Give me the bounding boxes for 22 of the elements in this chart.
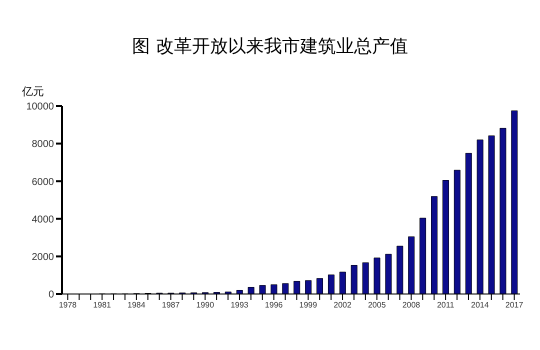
x-tick-label: 1984 — [128, 300, 146, 310]
chart-title: 图 改革开放以来我市建筑业总产值 — [131, 35, 409, 58]
x-tick-label: 1987 — [162, 300, 180, 310]
x-tick-label: 2008 — [402, 300, 421, 310]
y-tick-label: 8000 — [32, 139, 54, 150]
x-tick-label: 1999 — [299, 300, 318, 310]
x-tick-label: 1981 — [93, 300, 112, 310]
x-tick-label: 2002 — [334, 300, 352, 310]
y-tick-label: 6000 — [32, 176, 54, 188]
x-tick-label: 1993 — [230, 300, 249, 310]
x-tick-label: 2011 — [436, 300, 455, 310]
y-axis-title: 亿元 — [22, 84, 44, 99]
x-tick-label: 2005 — [368, 300, 386, 310]
x-tick-label: 1978 — [58, 300, 78, 310]
x-tick-label: 1990 — [196, 300, 215, 310]
y-tick-label: 0 — [48, 290, 54, 301]
x-tick-label: 2017 — [505, 300, 524, 310]
y-tick-label: 4000 — [32, 214, 54, 226]
y-tick-label: 10000 — [26, 102, 54, 113]
x-tick-label: 2014 — [471, 300, 490, 310]
x-tick-label: 1996 — [264, 300, 284, 310]
y-tick-label: 2000 — [32, 252, 54, 263]
